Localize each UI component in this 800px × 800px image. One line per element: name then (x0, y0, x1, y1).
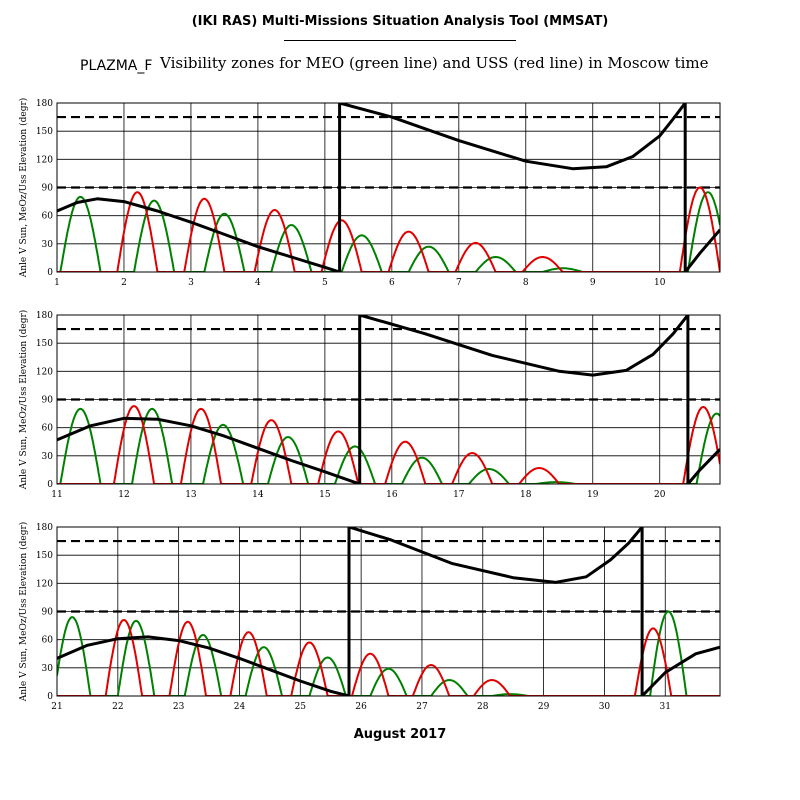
uss-elevation-line (57, 186, 720, 272)
y-tick-label: 150 (36, 551, 53, 561)
x-tick-label: 28 (477, 702, 489, 712)
y-tick-label: 180 (36, 99, 53, 109)
y-tick-label: 120 (36, 155, 53, 165)
x-tick-label: 18 (520, 490, 532, 500)
uss-elevation-line (57, 405, 720, 484)
x-tick-label: 11 (51, 490, 62, 500)
sun-angle-line (640, 527, 720, 696)
y-tick-label: 30 (42, 240, 54, 250)
title-underline (284, 40, 516, 41)
y-tick-label: 60 (42, 636, 54, 646)
x-tick-label: 23 (173, 702, 185, 712)
y-tick-label: 0 (47, 692, 53, 702)
chart-subtitle: Visibility zones for MEO (green line) an… (160, 54, 709, 72)
sun-angle-line (358, 315, 690, 484)
x-tick-label: 3 (188, 278, 194, 288)
sun-angle-line (347, 527, 644, 696)
sun-angle-line (683, 103, 720, 272)
chart-panel-2: 11 12 13 14 15 16 17 18 19 20 0 30 60 90 120 150 180 Anle… (18, 310, 721, 500)
x-tick-label: 22 (112, 702, 123, 712)
y-tick-label: 60 (42, 424, 54, 434)
meo-elevation-line (57, 191, 720, 272)
x-tick-label: 15 (319, 490, 331, 500)
x-tick-label: 16 (386, 490, 398, 500)
y-tick-label: 120 (36, 367, 53, 377)
y-tick-label: 180 (36, 523, 53, 533)
chart-panel-1: 1 2 3 4 5 6 7 8 9 10 0 30 60 90 120 150 180 Anle V Sun, M… (18, 98, 721, 288)
x-tick-label: 14 (252, 490, 264, 500)
x-tick-label: 31 (660, 702, 671, 712)
x-tick-label: 7 (456, 278, 462, 288)
x-tick-label: 9 (590, 278, 596, 288)
x-tick-label: 17 (453, 490, 465, 500)
y-tick-label: 30 (42, 664, 54, 674)
sun-angle-line (686, 315, 720, 484)
x-tick-label: 20 (654, 490, 666, 500)
x-tick-label: 25 (295, 702, 307, 712)
x-tick-label: 10 (654, 278, 666, 288)
x-tick-label: 19 (587, 490, 599, 500)
meo-elevation-line (57, 610, 720, 696)
plot-frame (56, 314, 721, 485)
x-tick-label: 2 (121, 278, 127, 288)
chart-panel-3: 21 22 23 24 25 26 27 28 29 30 31 0 30 60 90 120 150 180 An… (18, 522, 721, 712)
y-axis-label: Anle V Sun, MeOz/Uss Elevation (degr) (18, 98, 29, 279)
meo-elevation-line (57, 407, 720, 484)
y-tick-label: 30 (42, 452, 54, 462)
y-tick-label: 0 (47, 268, 53, 278)
x-tick-label: 26 (355, 702, 367, 712)
x-tick-label: 4 (255, 278, 261, 288)
x-tick-label: 8 (523, 278, 529, 288)
y-tick-label: 90 (42, 396, 54, 406)
uss-elevation-line (57, 618, 720, 696)
x-tick-label: 27 (416, 702, 428, 712)
x-tick-label: 6 (389, 278, 395, 288)
y-tick-label: 150 (36, 127, 53, 137)
x-tick-label: 29 (538, 702, 550, 712)
sun-angle-line (57, 635, 350, 696)
sun-angle-line (338, 103, 687, 272)
y-tick-label: 150 (36, 339, 53, 349)
sun-angle-line (57, 416, 361, 484)
y-tick-label: 120 (36, 579, 53, 589)
y-axis-label: Anle V Sun, MeOz/Uss Elevation (degr) (18, 522, 29, 703)
y-tick-label: 180 (36, 311, 53, 321)
y-tick-label: 0 (47, 480, 53, 490)
plot-frame (56, 526, 721, 697)
x-tick-label: 13 (185, 490, 197, 500)
x-tick-label: 1 (54, 278, 60, 288)
x-tick-label: 21 (51, 702, 62, 712)
chart-title: (IKI RAS) Multi-Missions Situation Analy… (191, 14, 609, 29)
y-tick-label: 90 (42, 184, 54, 194)
x-tick-label: 5 (322, 278, 328, 288)
y-tick-label: 60 (42, 212, 54, 222)
sun-angle-line (57, 197, 341, 272)
y-tick-label: 90 (42, 608, 54, 618)
x-tick-label: 30 (599, 702, 611, 712)
x-tick-label: 24 (234, 702, 246, 712)
y-axis-label: Anle V Sun, MeOz/Uss Elevation (degr) (18, 310, 29, 491)
plot-frame (56, 102, 721, 273)
satellite-name: PLAZMA_F (80, 58, 153, 74)
x-tick-label: 12 (118, 490, 129, 500)
x-axis-label: August 2017 (353, 727, 447, 742)
